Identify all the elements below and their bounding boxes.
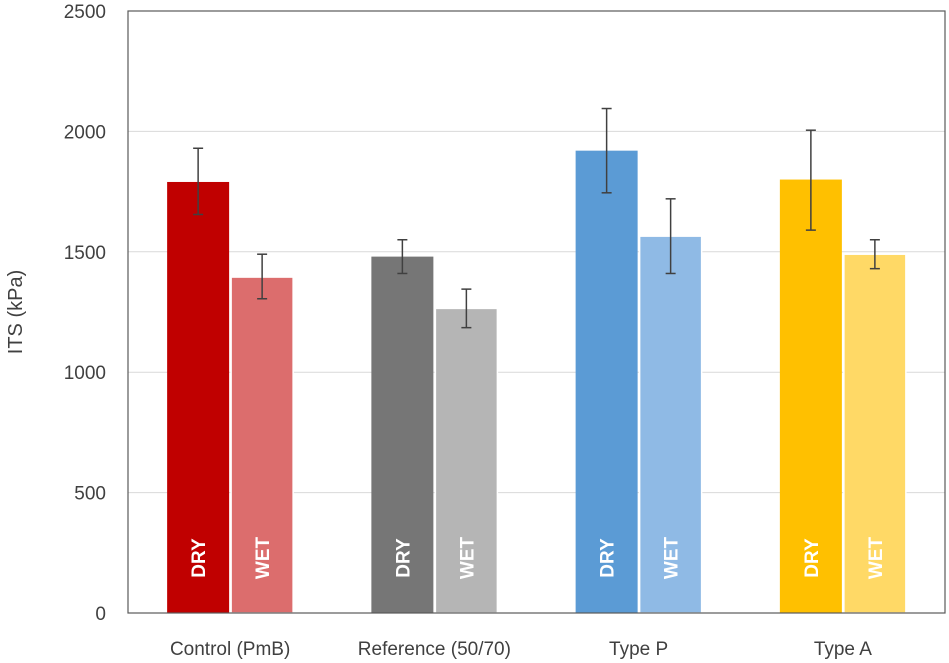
error-bar [257, 253, 268, 300]
plot-border [127, 10, 946, 614]
x-tick-label: Reference (50/70) [358, 639, 511, 660]
bar-label-dry: DRY [802, 538, 823, 578]
error-bar [397, 239, 408, 275]
y-tick-label: 500 [74, 484, 106, 505]
error-bar [805, 129, 816, 231]
y-tick-label: 0 [95, 604, 106, 625]
bar-label-wet: WET [866, 537, 887, 580]
x-tick-label: Control (PmB) [170, 639, 290, 660]
plot-frame [127, 10, 946, 614]
y-tick-label: 2500 [64, 2, 106, 23]
error-bar [601, 107, 612, 194]
y-tick-label: 1500 [64, 243, 106, 264]
bar-label-wet: WET [253, 537, 274, 580]
y-tick-labels: 0 500 1000 1500 2000 2500 [64, 2, 106, 625]
y-tick-label: 2000 [64, 122, 106, 143]
y-axis-title: ITS (kPa) [5, 270, 27, 354]
bar-label-wet: WET [662, 537, 683, 580]
x-tick-labels: Control (PmB) Reference (50/70) Type P Type… [170, 639, 872, 660]
y-tick-label: 1000 [64, 363, 106, 384]
x-tick-label: Type P [609, 639, 668, 660]
bar-label-dry: DRY [598, 538, 619, 578]
bar-dry [167, 181, 230, 613]
x-tick-label: Type A [814, 639, 872, 660]
error-bar [193, 147, 204, 216]
bar-label-dry: DRY [189, 538, 210, 578]
bar-wet [843, 253, 907, 614]
bar-label-dry: DRY [393, 538, 414, 578]
bar-wet [638, 235, 703, 614]
bar-wet [434, 307, 499, 614]
bar-dry [575, 150, 638, 613]
bar-dry [371, 256, 434, 613]
bar-dry [779, 179, 842, 613]
error-bar [461, 288, 472, 329]
bars: DRY WET DRY WET DRY WET DRY WET [167, 150, 907, 614]
bar-label-wet: WET [457, 537, 478, 580]
error-bars [193, 107, 880, 329]
error-bar [665, 198, 676, 275]
error-bar [869, 239, 880, 270]
